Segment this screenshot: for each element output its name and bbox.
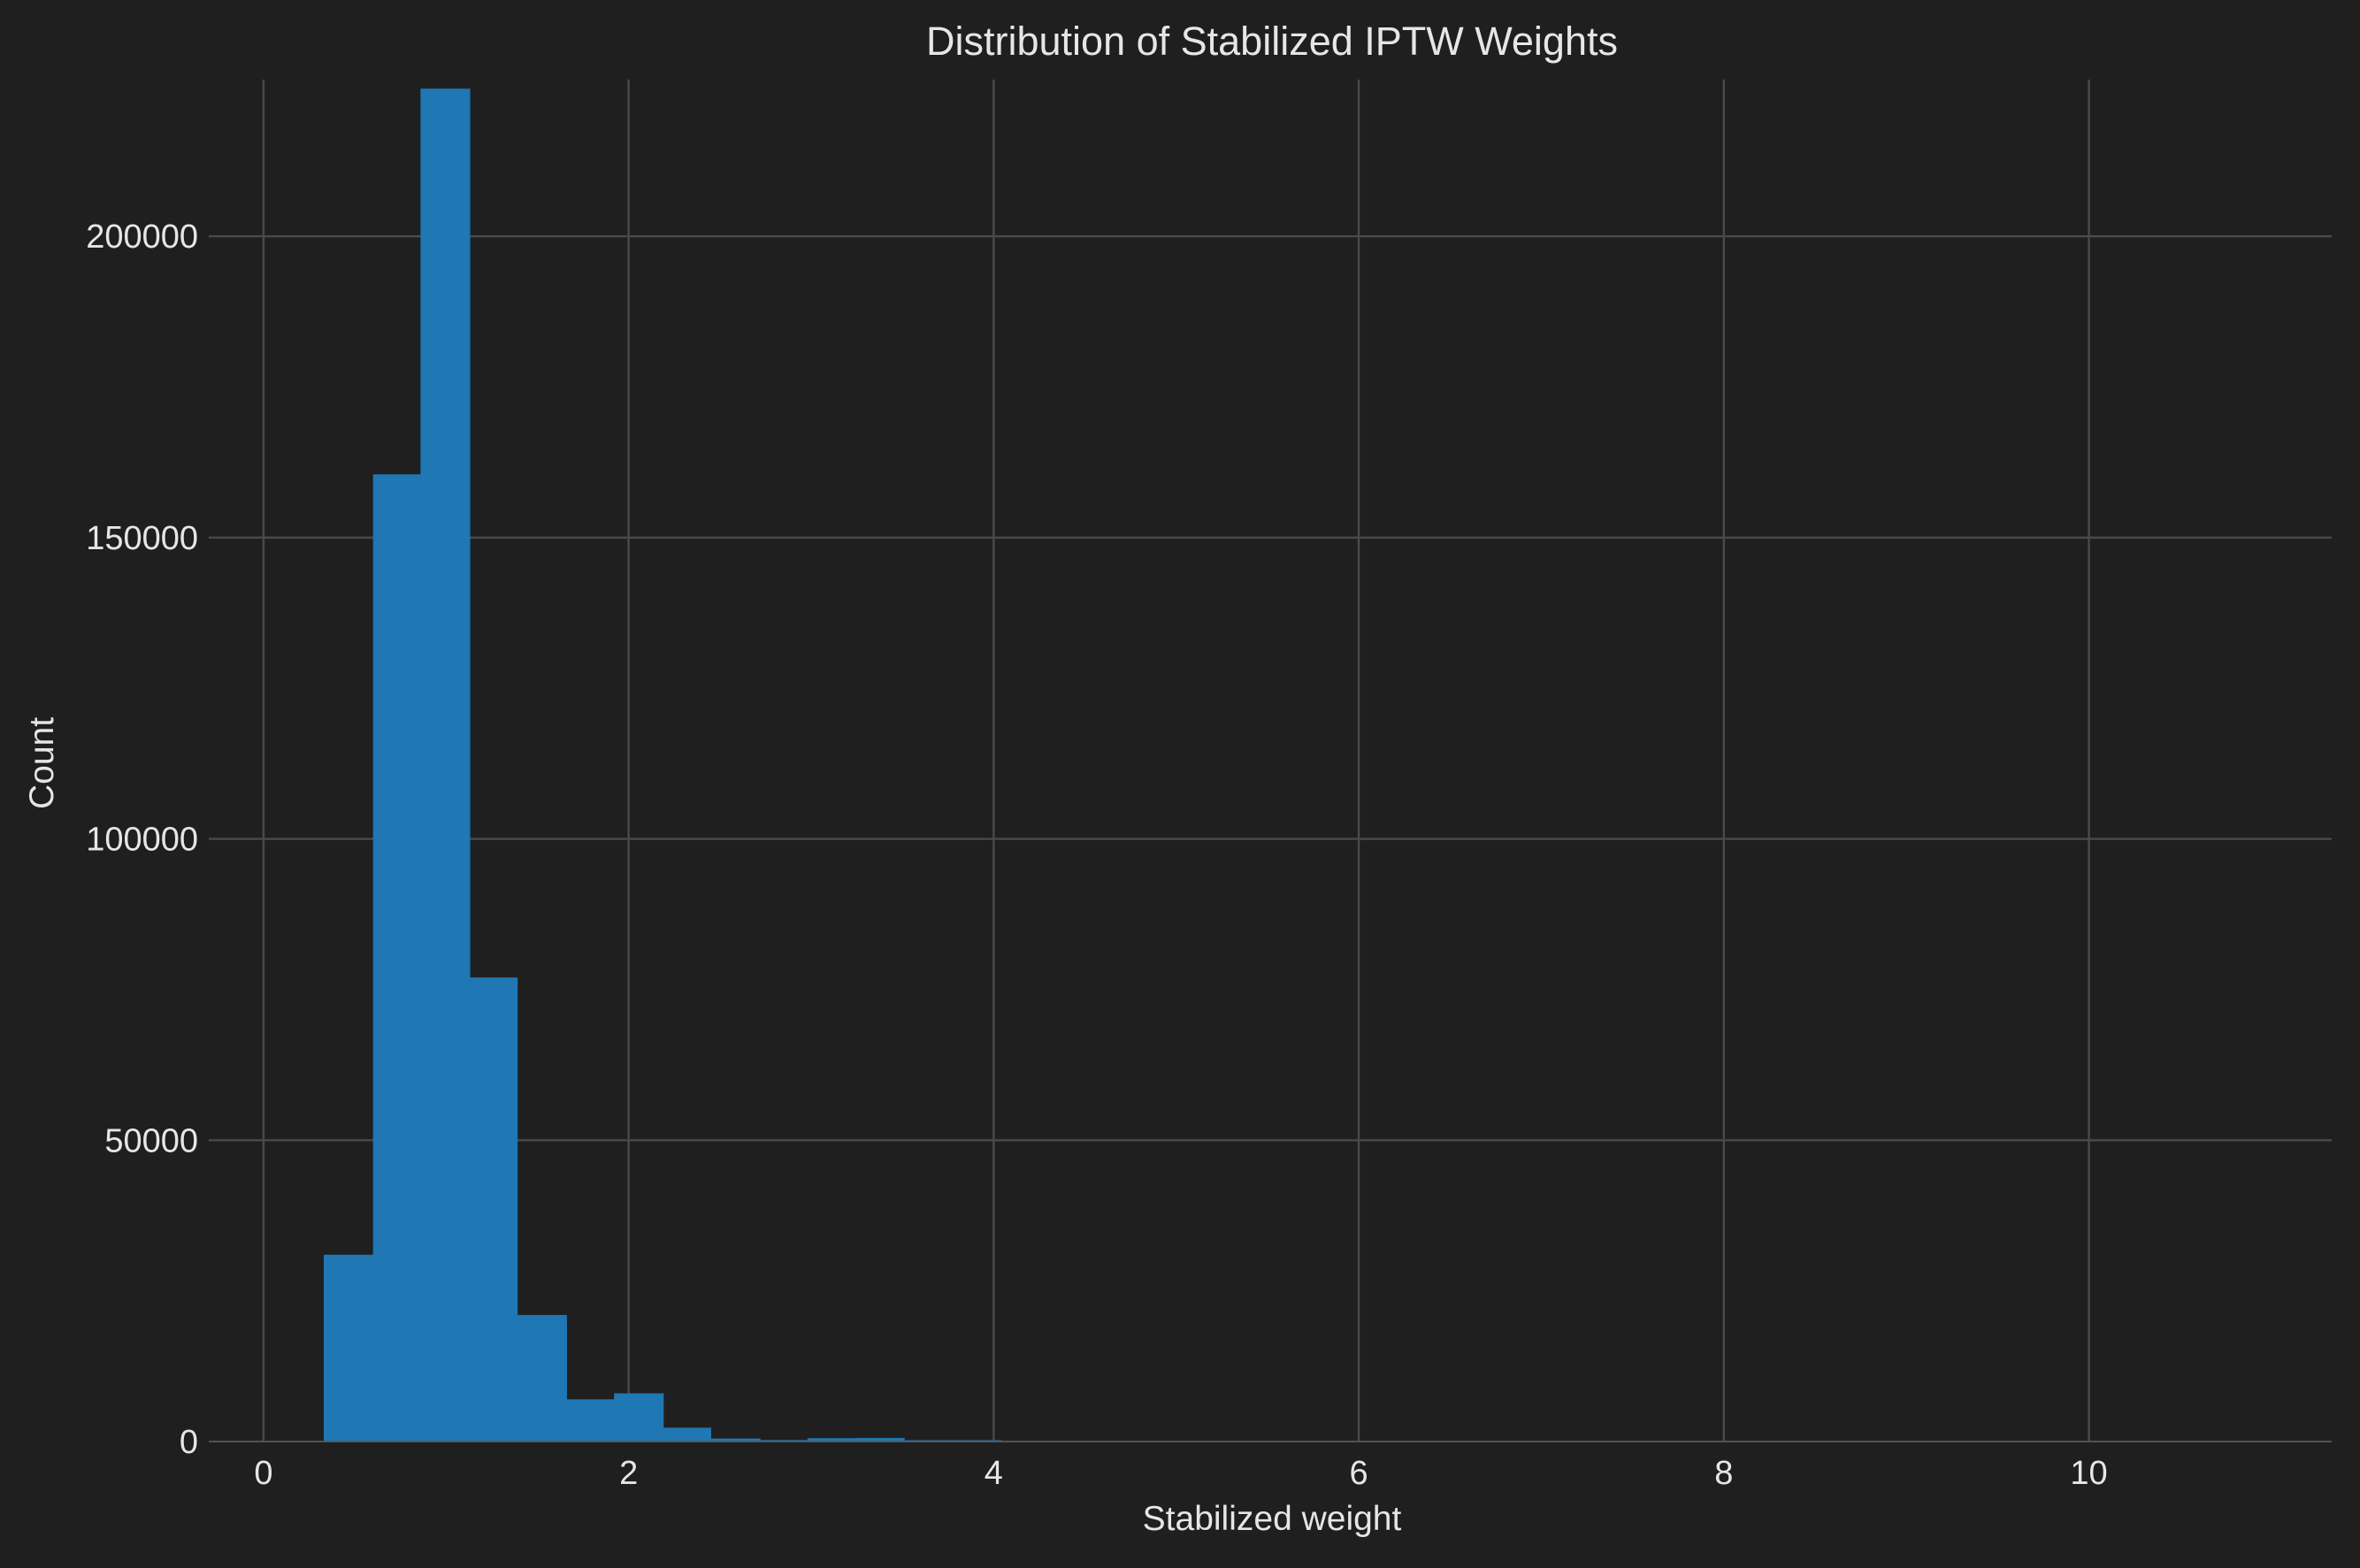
histogram-bar	[324, 1254, 374, 1442]
y-tick-label: 0	[180, 1424, 198, 1461]
chart-title: Distribution of Stabilized IPTW Weights	[926, 19, 1618, 64]
x-tick-label: 0	[254, 1455, 272, 1492]
histogram-bar	[517, 1314, 567, 1442]
y-tick-label: 200000	[86, 218, 198, 256]
bars-layer	[324, 88, 1002, 1442]
x-tick-label: 8	[1714, 1455, 1733, 1492]
histogram-bar	[566, 1399, 615, 1442]
x-tick-label: 10	[2070, 1455, 2107, 1492]
x-tick-label: 2	[619, 1455, 638, 1492]
x-tick-label: 4	[985, 1455, 1003, 1492]
y-tick-label: 100000	[86, 822, 198, 859]
x-tick-label: 6	[1350, 1455, 1368, 1492]
histogram-bar	[372, 474, 421, 1442]
y-tick-label: 50000	[104, 1122, 198, 1159]
y-axis-label: Count	[23, 717, 61, 809]
x-axis-label: Stabilized weight	[1143, 1500, 1402, 1538]
histogram-bar	[807, 1438, 858, 1442]
histogram-bar	[856, 1437, 905, 1442]
ticks-layer: 0 2 4 6 8 10 0 50000 100000 150000 200000	[86, 218, 2107, 1492]
histogram-bar	[614, 1393, 664, 1442]
histogram-bar	[470, 977, 518, 1442]
histogram-bar	[663, 1427, 711, 1442]
grid-layer	[209, 80, 2332, 1442]
histogram-bar	[710, 1438, 761, 1442]
histogram-bar	[420, 88, 471, 1442]
y-tick-label: 150000	[86, 520, 198, 557]
